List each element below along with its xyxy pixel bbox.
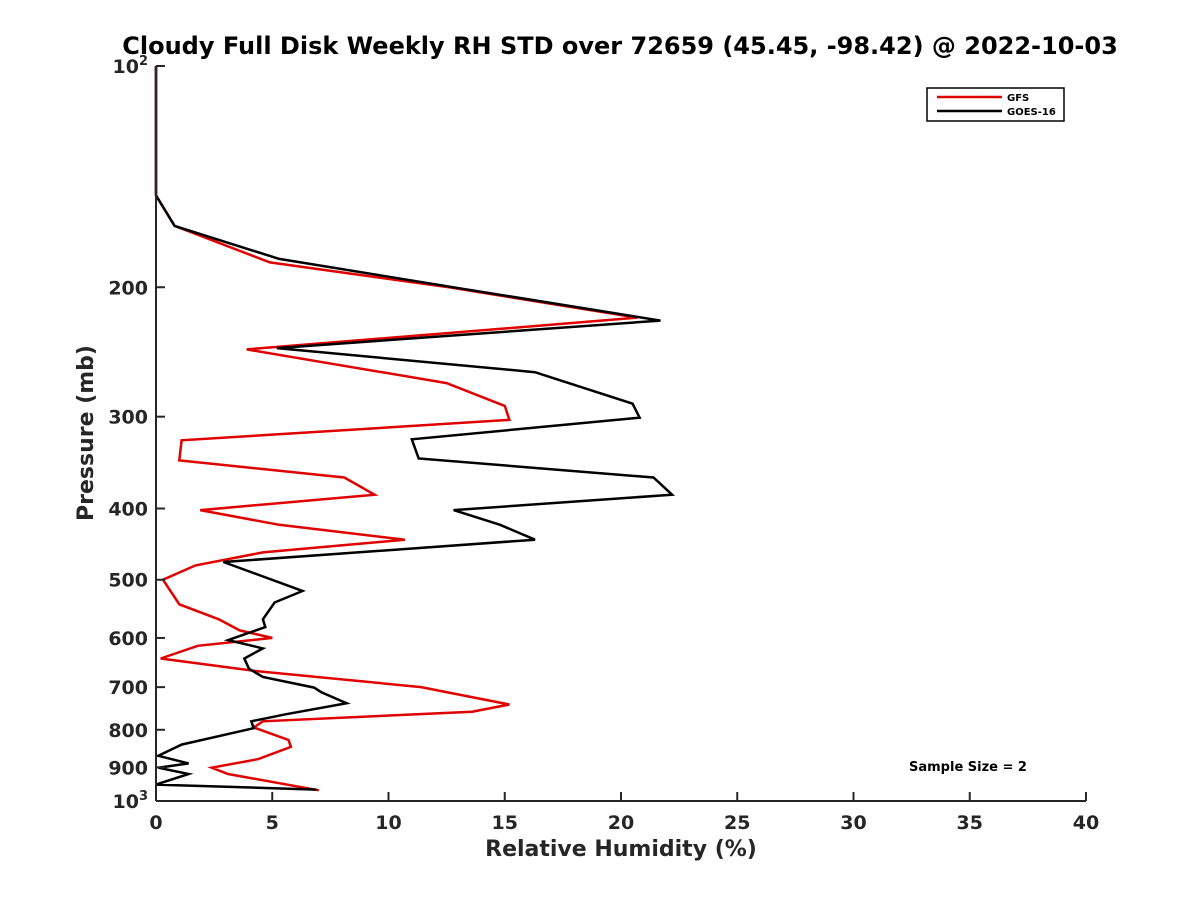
series-layer xyxy=(154,66,676,792)
chart-title: Cloudy Full Disk Weekly RH STD over 7265… xyxy=(122,32,1118,60)
x-tick-label-6: 30 xyxy=(840,812,866,834)
y-tick-label-8: 900 xyxy=(108,757,148,779)
x-tick-label-2: 10 xyxy=(375,812,401,834)
x-tick-label-7: 35 xyxy=(957,812,983,834)
y-axis-label: Pressure (mb) xyxy=(74,345,99,521)
x-tick-label-8: 40 xyxy=(1073,812,1099,834)
series-line-goes-16 xyxy=(154,66,676,791)
legend-label-gfs: GFS xyxy=(1007,93,1029,104)
x-tick-label-5: 25 xyxy=(724,812,750,834)
y-tick-label-7: 800 xyxy=(108,720,148,742)
legend-entries: GFS GOES-16 xyxy=(937,93,1056,118)
x-ticks: 0 5 10 15 20 25 30 35 40 xyxy=(149,792,1099,834)
legend-box xyxy=(926,87,1065,122)
y-tick-label-5: 600 xyxy=(108,628,148,650)
x-tick-label-4: 20 xyxy=(608,812,634,834)
x-axis-label: Relative Humidity (%) xyxy=(485,837,757,862)
series-line-gfs xyxy=(154,66,638,792)
x-tick-label-3: 15 xyxy=(492,812,518,834)
y-tick-label-2: 300 xyxy=(108,407,148,429)
y-tick-label-3: 400 xyxy=(108,499,148,521)
plot-area: 0 5 10 15 20 25 30 35 40 102 200 300 400 500 600 700 80… xyxy=(108,54,1099,834)
y-ticks: 102 200 300 400 500 600 700 800 900 103 xyxy=(108,54,165,813)
y-tick-label-0: 102 xyxy=(113,54,149,78)
y-tick-label-9: 103 xyxy=(113,789,149,813)
x-tick-label-1: 5 xyxy=(266,812,279,834)
legend: GFS GOES-16 xyxy=(926,87,1065,122)
legend-label-goes-16: GOES-16 xyxy=(1007,107,1056,118)
x-tick-label-0: 0 xyxy=(149,812,162,834)
y-tick-label-1: 200 xyxy=(108,277,148,299)
y-tick-label-4: 500 xyxy=(108,570,148,592)
sample-size-annotation: Sample Size = 2 xyxy=(909,760,1027,775)
y-tick-label-6: 700 xyxy=(108,677,148,699)
